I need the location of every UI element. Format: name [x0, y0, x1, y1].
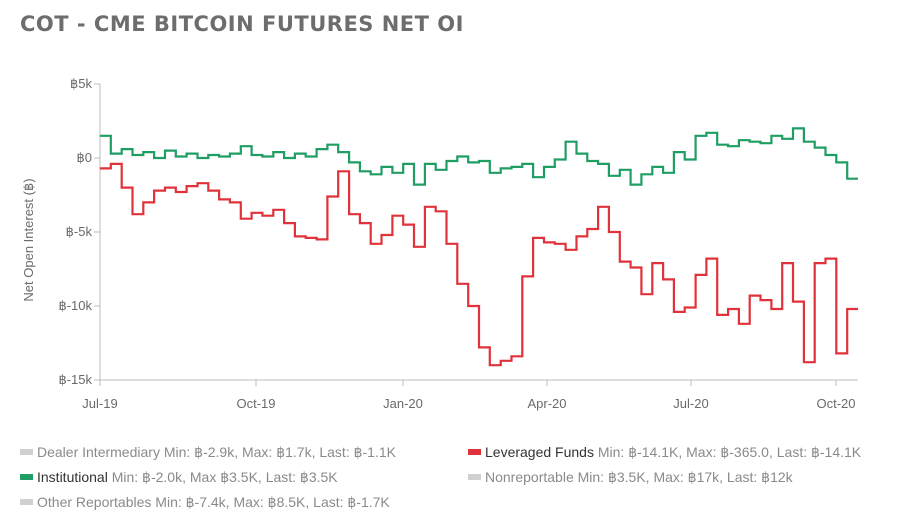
x-tick-label: Jul-19 [82, 396, 117, 411]
legend-item-other-reportables[interactable]: Other Reportables Min: ฿-7.4k, Max: ฿8.5… [20, 494, 390, 511]
x-tick-label: Jan-20 [383, 396, 423, 411]
legend-item-dealer-intermediary[interactable]: Dealer Intermediary Min: ฿-2.9k, Max: ฿1… [20, 444, 396, 461]
legend-item-leveraged-funds[interactable]: Leveraged Funds Min: ฿-14.1K, Max: ฿-365… [468, 444, 861, 461]
chart-area: ฿5k ฿0 ฿-5k ฿-10k ฿-15k Jul-19 Oct-19 Jan-20 Ap… [21, 76, 858, 411]
series-line-institutional [100, 127, 858, 186]
x-tick-label: Jul-20 [673, 396, 708, 411]
legend-label: Leveraged Funds [485, 444, 594, 460]
x-tick-label: Oct-19 [236, 396, 275, 411]
y-tick-label: ฿-15k [58, 372, 92, 387]
x-axis: Jul-19 Oct-19 Jan-20 Apr-20 Jul-20 Oct-20 [82, 380, 856, 411]
y-axis-label: Net Open Interest (฿) [21, 178, 36, 301]
legend-label: Other Reportables [37, 494, 152, 510]
x-tick-label: Oct-20 [816, 396, 855, 411]
legend-swatch [20, 499, 33, 506]
series-layer [100, 127, 858, 367]
legend-swatch [20, 449, 33, 456]
x-tick-label: Apr-20 [527, 396, 566, 411]
legend-swatch [20, 474, 33, 481]
legend-item-institutional[interactable]: Institutional Min: ฿-2.0k, Max ฿3.5K, La… [20, 469, 338, 486]
legend-stats: Min: ฿-2.9k, Max: ฿1.7k, Last: ฿-1.1K [163, 444, 396, 460]
series-line-leveraged-funds [100, 162, 858, 367]
y-tick-label: ฿-10k [58, 298, 92, 313]
legend-stats: Min: ฿-14.1K, Max: ฿-365.0, Last: ฿-14.1… [597, 444, 862, 460]
y-tick-label: ฿-5k [66, 224, 93, 239]
legend-item-nonreportable[interactable]: Nonreportable Min: ฿3.5K, Max: ฿17k, Las… [468, 469, 793, 486]
legend-stats: Min: ฿-2.0k, Max ฿3.5K, Last: ฿3.5K [111, 469, 338, 485]
legend-stats: Min: ฿-7.4k, Max: ฿8.5K, Last: ฿-1.7K [155, 494, 390, 510]
legend-label: Nonreportable [485, 469, 574, 485]
y-tick-label: ฿5k [70, 76, 93, 91]
legend-swatch [468, 449, 481, 456]
legend-label: Dealer Intermediary [37, 444, 160, 460]
legend-label: Institutional [37, 469, 108, 485]
legend-stats: Min: ฿3.5K, Max: ฿17k, Last: ฿12k [577, 469, 793, 485]
y-axis: ฿5k ฿0 ฿-5k ฿-10k ฿-15k [58, 76, 100, 387]
chart-title: COT - CME BITCOIN FUTURES NET OI [20, 12, 464, 36]
y-tick-label: ฿0 [76, 150, 92, 165]
legend-swatch [468, 474, 481, 481]
